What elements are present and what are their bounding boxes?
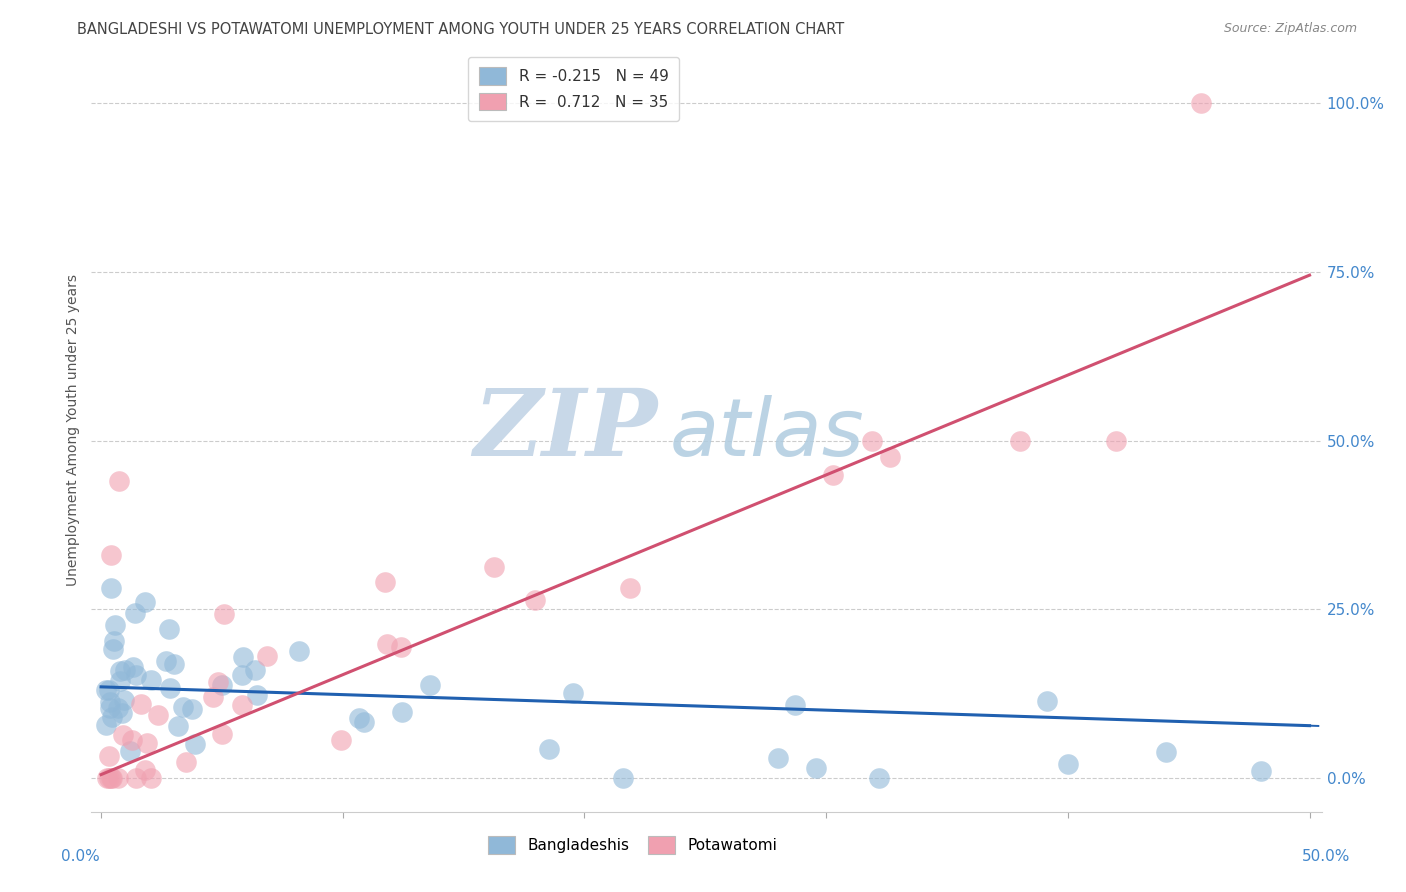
Point [118,744,141,758]
Point [162,657,184,672]
Point [98,701,121,715]
Point [201,690,224,704]
Point [100,771,122,785]
Point [107,771,129,785]
Point [1105,434,1128,448]
Point [482,560,505,574]
Point [124,668,146,682]
Point [868,771,890,785]
Point [121,732,143,747]
Point [96,683,118,698]
Point [523,593,546,607]
Text: atlas: atlas [669,395,865,473]
Point [101,642,124,657]
Point [136,736,159,750]
Point [181,701,204,715]
Point [1036,694,1059,708]
Y-axis label: Unemployment Among Youth under 25 years: Unemployment Among Youth under 25 years [66,275,80,586]
Point [129,698,152,712]
Point [155,654,177,668]
Point [124,606,146,620]
Point [97,771,120,785]
Point [141,771,163,785]
Point [214,607,236,622]
Point [288,644,311,658]
Point [612,771,634,785]
Point [330,732,353,747]
Text: BANGLADESHI VS POTAWATOMI UNEMPLOYMENT AMONG YOUTH UNDER 25 YEARS CORRELATION CH: BANGLADESHI VS POTAWATOMI UNEMPLOYMENT A… [77,22,845,37]
Point [766,750,789,764]
Point [537,741,560,756]
Point [211,726,233,740]
Point [107,700,129,714]
Point [96,771,118,785]
Point [98,749,121,764]
Point [111,728,134,742]
Point [100,710,122,724]
Point [108,664,131,678]
Point [806,762,828,776]
Point [245,664,267,678]
Point [103,634,125,648]
Point [207,675,229,690]
Point [100,548,122,562]
Point [174,755,197,769]
Point [112,693,135,707]
Point [100,581,122,595]
Point [98,682,121,697]
Point [246,688,269,702]
Point [111,706,134,720]
Point [374,574,396,589]
Point [172,699,194,714]
Point [231,698,253,713]
Point [166,719,188,733]
Point [108,673,131,688]
Text: 50.0%: 50.0% [1302,849,1350,863]
Text: 0.0%: 0.0% [60,849,100,863]
Point [419,678,441,692]
Point [114,664,136,678]
Point [1189,96,1212,111]
Point [1056,757,1078,772]
Point [256,649,278,664]
Point [211,678,233,692]
Point [860,434,883,448]
Point [125,771,148,785]
Point [134,595,156,609]
Point [108,474,131,488]
Point [375,637,398,651]
Point [1250,764,1272,779]
Point [353,715,375,730]
Text: ZIP: ZIP [472,385,657,475]
Point [157,623,180,637]
Point [96,718,118,732]
Point [104,617,127,632]
Point [389,640,412,654]
Point [159,681,181,695]
Point [821,468,844,483]
Point [879,450,901,464]
Point [134,763,156,777]
Point [783,698,806,713]
Point [231,668,253,682]
Point [619,581,641,595]
Point [121,659,143,673]
Point [562,686,585,700]
Legend: Bangladeshis, Potawatomi: Bangladeshis, Potawatomi [481,829,785,862]
Point [183,737,205,751]
Point [391,706,413,720]
Point [232,650,254,665]
Point [101,771,124,785]
Text: Source: ZipAtlas.com: Source: ZipAtlas.com [1223,22,1357,36]
Point [98,695,121,709]
Point [347,711,370,725]
Point [141,673,163,688]
Point [1008,434,1031,448]
Point [1154,745,1177,759]
Point [148,708,170,723]
